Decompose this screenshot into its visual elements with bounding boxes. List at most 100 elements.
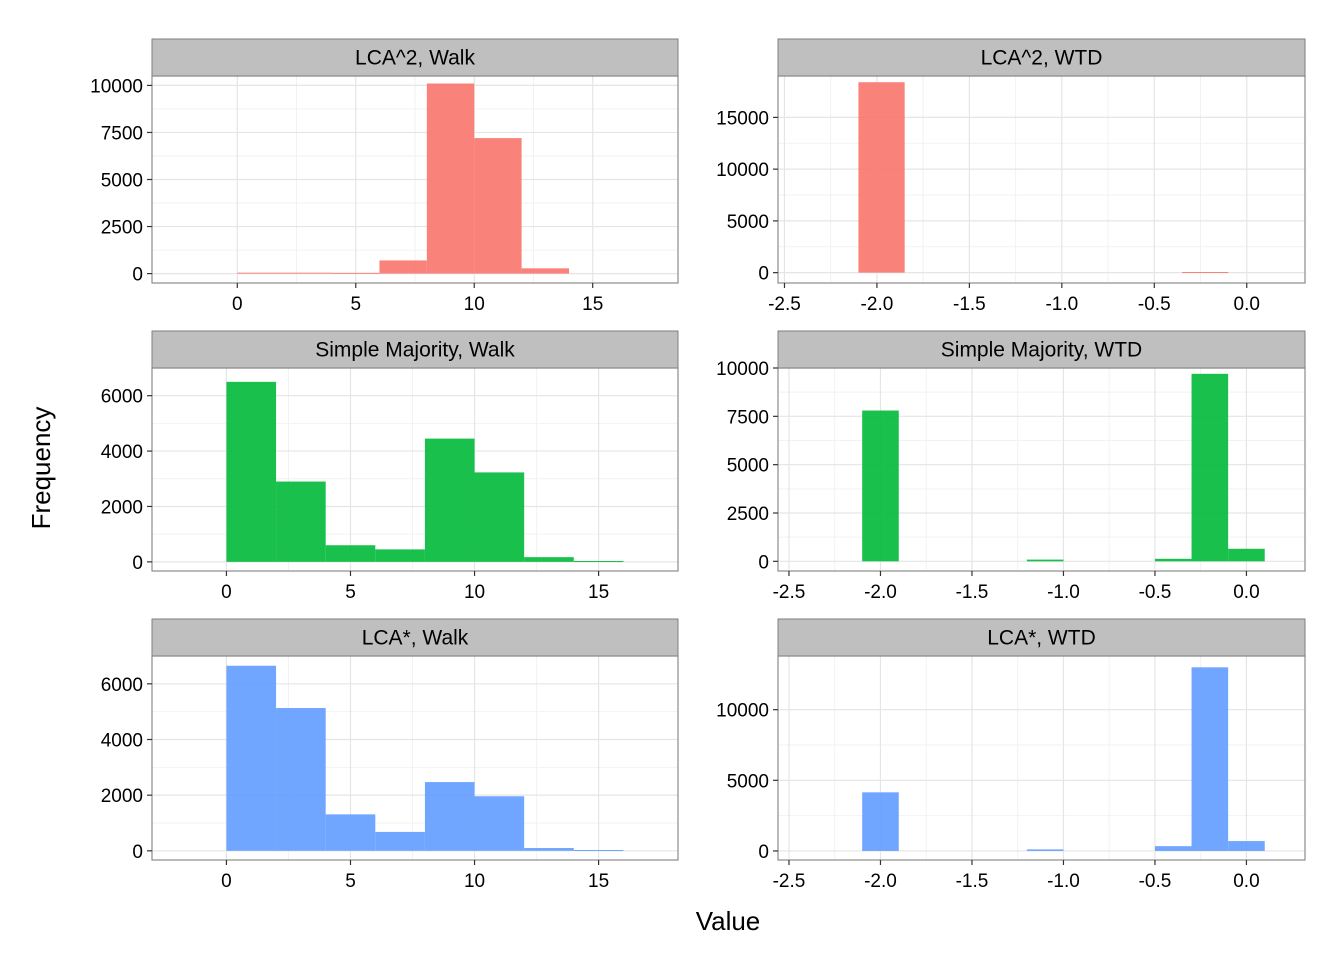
x-tick-label: 0 — [221, 582, 232, 603]
histogram-bar — [332, 272, 380, 274]
facet-strip-label: LCA^2, Walk — [355, 47, 475, 70]
x-tick-label: 0.0 — [1233, 582, 1259, 603]
x-tick-label: 0.0 — [1233, 871, 1259, 892]
histogram-bar — [276, 481, 326, 562]
panel-4: Simple Majority, WTD -2.5 -2.0 -1.5 -1.0 -0.5… — [716, 330, 1306, 603]
x-tick-label: -0.5 — [1138, 294, 1171, 315]
y-tick-label: 2000 — [101, 497, 143, 518]
histogram-bar — [858, 82, 905, 273]
y-axis-title: Frequency — [26, 407, 56, 530]
x-tick-label: -2.5 — [768, 294, 801, 315]
x-tick-label: 0.0 — [1234, 294, 1260, 315]
x-tick-label: 15 — [588, 582, 609, 603]
histogram-bar — [1228, 841, 1265, 851]
histogram-bar — [424, 782, 475, 851]
x-tick-label: -2.0 — [864, 871, 897, 892]
x-tick-label: 10 — [464, 294, 485, 315]
y-tick-label: 4000 — [101, 442, 143, 463]
histogram-bar — [474, 138, 522, 274]
y-tick-label: 4000 — [101, 730, 143, 751]
y-tick-label: 5000 — [727, 456, 769, 477]
y-tick-label: 0 — [132, 265, 143, 286]
histogram-bar — [325, 545, 376, 562]
histogram-bar — [1182, 272, 1229, 274]
facet-strip-label: LCA*, Walk — [362, 627, 469, 650]
histogram-bar — [226, 665, 277, 851]
x-tick-label: -0.5 — [1139, 871, 1172, 892]
x-tick-label: -1.0 — [1047, 871, 1080, 892]
facet-strip-label: LCA*, WTD — [987, 627, 1096, 650]
y-tick-label: 0 — [758, 842, 769, 863]
y-tick-label: 6000 — [101, 675, 143, 696]
x-tick-label: -0.5 — [1139, 582, 1172, 603]
y-tick-label: 2000 — [101, 786, 143, 807]
x-tick-label: 5 — [345, 871, 356, 892]
x-tick-label: 5 — [350, 294, 361, 315]
facet-strip — [777, 618, 1306, 657]
facet-strip — [151, 618, 679, 657]
x-tick-label: -1.5 — [956, 582, 989, 603]
histogram-bar — [1026, 849, 1064, 851]
y-tick-label: 2500 — [101, 218, 143, 239]
y-tick-label: 10000 — [90, 76, 143, 97]
histogram-bar — [226, 381, 277, 562]
histogram-bar — [1154, 558, 1192, 562]
x-tick-label: -1.5 — [953, 294, 986, 315]
facet-strip-label: LCA^2, WTD — [981, 47, 1103, 70]
histogram-bar — [424, 438, 475, 562]
y-tick-label: 5000 — [727, 212, 769, 233]
histogram-bar — [1228, 548, 1265, 562]
histogram-bar — [862, 792, 899, 851]
histogram-bar — [1191, 667, 1229, 851]
facet-strip — [151, 38, 679, 77]
y-tick-label: 10000 — [716, 160, 769, 181]
histogram-bar — [521, 268, 570, 274]
panel-1: LCA^2, Walk 0 5 10 15 0 2500 5000 7500 10000 — [90, 38, 679, 315]
histogram-bar — [524, 557, 574, 562]
y-tick-label: 10000 — [716, 359, 769, 380]
x-tick-label: -1.0 — [1047, 582, 1080, 603]
histogram-bar — [862, 410, 899, 562]
x-tick-label: -2.5 — [773, 871, 806, 892]
y-tick-label: 0 — [132, 842, 143, 863]
facet-strip — [777, 38, 1306, 77]
x-tick-label: 10 — [464, 871, 485, 892]
x-tick-label: -2.0 — [864, 582, 897, 603]
plot-background — [778, 76, 1305, 283]
y-tick-label: 0 — [758, 264, 769, 285]
facet-strip-label: Simple Majority, Walk — [315, 339, 515, 362]
panel-3: Simple Majority, Walk 0 5 10 15 0 2000 4000 6000 — [101, 330, 679, 603]
x-axis-title: Value — [696, 906, 761, 936]
panel-5: LCA*, Walk 0 5 10 15 0 2000 4000 6000 — [101, 618, 679, 892]
y-tick-label: 5000 — [727, 771, 769, 792]
x-tick-label: 0 — [232, 294, 243, 315]
panel-6: LCA*, WTD -2.5 -2.0 -1.5 -1.0 -0.5 0.0 0 5000 100… — [716, 618, 1306, 892]
y-tick-label: 15000 — [716, 108, 769, 129]
x-tick-label: -1.5 — [956, 871, 989, 892]
facet-strip — [151, 330, 679, 369]
histogram-bar — [379, 260, 427, 274]
y-tick-label: 5000 — [101, 171, 143, 192]
histogram-bar — [474, 472, 525, 562]
facet-strip — [777, 330, 1306, 369]
histogram-bar — [1191, 373, 1229, 562]
x-tick-label: -1.0 — [1045, 294, 1078, 315]
histogram-bar — [474, 796, 525, 851]
facet-strip-label: Simple Majority, WTD — [941, 339, 1142, 362]
x-tick-label: 0 — [221, 871, 232, 892]
histogram-bar — [1026, 559, 1064, 562]
y-tick-label: 6000 — [101, 387, 143, 408]
histogram-bar — [325, 814, 376, 851]
histogram-bar — [573, 849, 624, 851]
x-tick-label: 10 — [464, 582, 485, 603]
histogram-bar — [1154, 846, 1192, 851]
histogram-bar — [524, 848, 574, 851]
histogram-bar — [426, 83, 475, 274]
histogram-bar — [284, 272, 333, 274]
x-tick-label: -2.5 — [773, 582, 806, 603]
histogram-bar — [375, 831, 425, 851]
y-tick-label: 10000 — [716, 701, 769, 722]
y-tick-label: 0 — [758, 552, 769, 573]
